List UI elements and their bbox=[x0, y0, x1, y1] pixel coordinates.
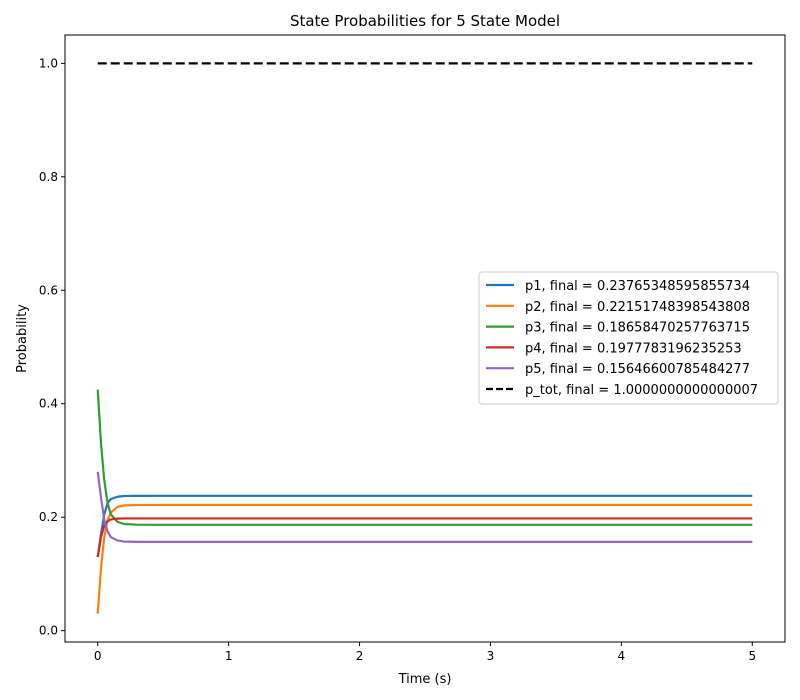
y-axis-label: Probability bbox=[15, 304, 30, 373]
y-tick-label: 0.2 bbox=[39, 510, 58, 524]
legend-label: p_tot, final = 1.0000000000000007 bbox=[525, 383, 758, 398]
x-tick-label: 2 bbox=[356, 649, 364, 663]
x-tick-label: 1 bbox=[225, 649, 233, 663]
y-tick-label: 0.6 bbox=[39, 283, 58, 297]
series-line-3 bbox=[96, 389, 753, 526]
legend-label: p4, final = 0.1977783196235253 bbox=[525, 341, 742, 356]
x-axis-label: Time (s) bbox=[398, 672, 452, 687]
legend-entries: p1, final = 0.23765348595855734 p2, final… bbox=[486, 279, 758, 398]
chart-title: State Probabilities for 5 State Model bbox=[290, 12, 560, 30]
series-lines bbox=[96, 62, 753, 614]
x-tick-label: 4 bbox=[618, 649, 626, 663]
legend-label: p5, final = 0.15646600785484277 bbox=[525, 362, 750, 377]
legend-label: p2, final = 0.22151748398543808 bbox=[525, 300, 750, 315]
x-tick-label: 5 bbox=[748, 649, 756, 663]
legend-box bbox=[478, 271, 779, 405]
x-axis-ticks: 0 1 2 3 4 5 bbox=[94, 642, 756, 663]
series-line-5 bbox=[96, 471, 753, 543]
legend-label: p3, final = 0.18658470257763715 bbox=[525, 321, 750, 336]
y-tick-label: 0.4 bbox=[39, 397, 58, 411]
y-tick-label: 0.0 bbox=[39, 624, 58, 638]
legend: p1, final = 0.23765348595855734 p2, final… bbox=[478, 271, 779, 405]
y-tick-label: 1.0 bbox=[39, 56, 58, 70]
x-tick-label: 3 bbox=[487, 649, 495, 663]
series-line-1 bbox=[96, 494, 753, 558]
series-line-2 bbox=[96, 503, 753, 614]
y-tick-label: 0.8 bbox=[39, 170, 58, 184]
plot-frame bbox=[64, 34, 786, 643]
legend-label: p1, final = 0.23765348595855734 bbox=[525, 279, 750, 294]
y-axis-ticks: 0.0 0.2 0.4 0.6 0.8 1.0 bbox=[39, 56, 65, 638]
x-tick-label: 0 bbox=[94, 649, 102, 663]
